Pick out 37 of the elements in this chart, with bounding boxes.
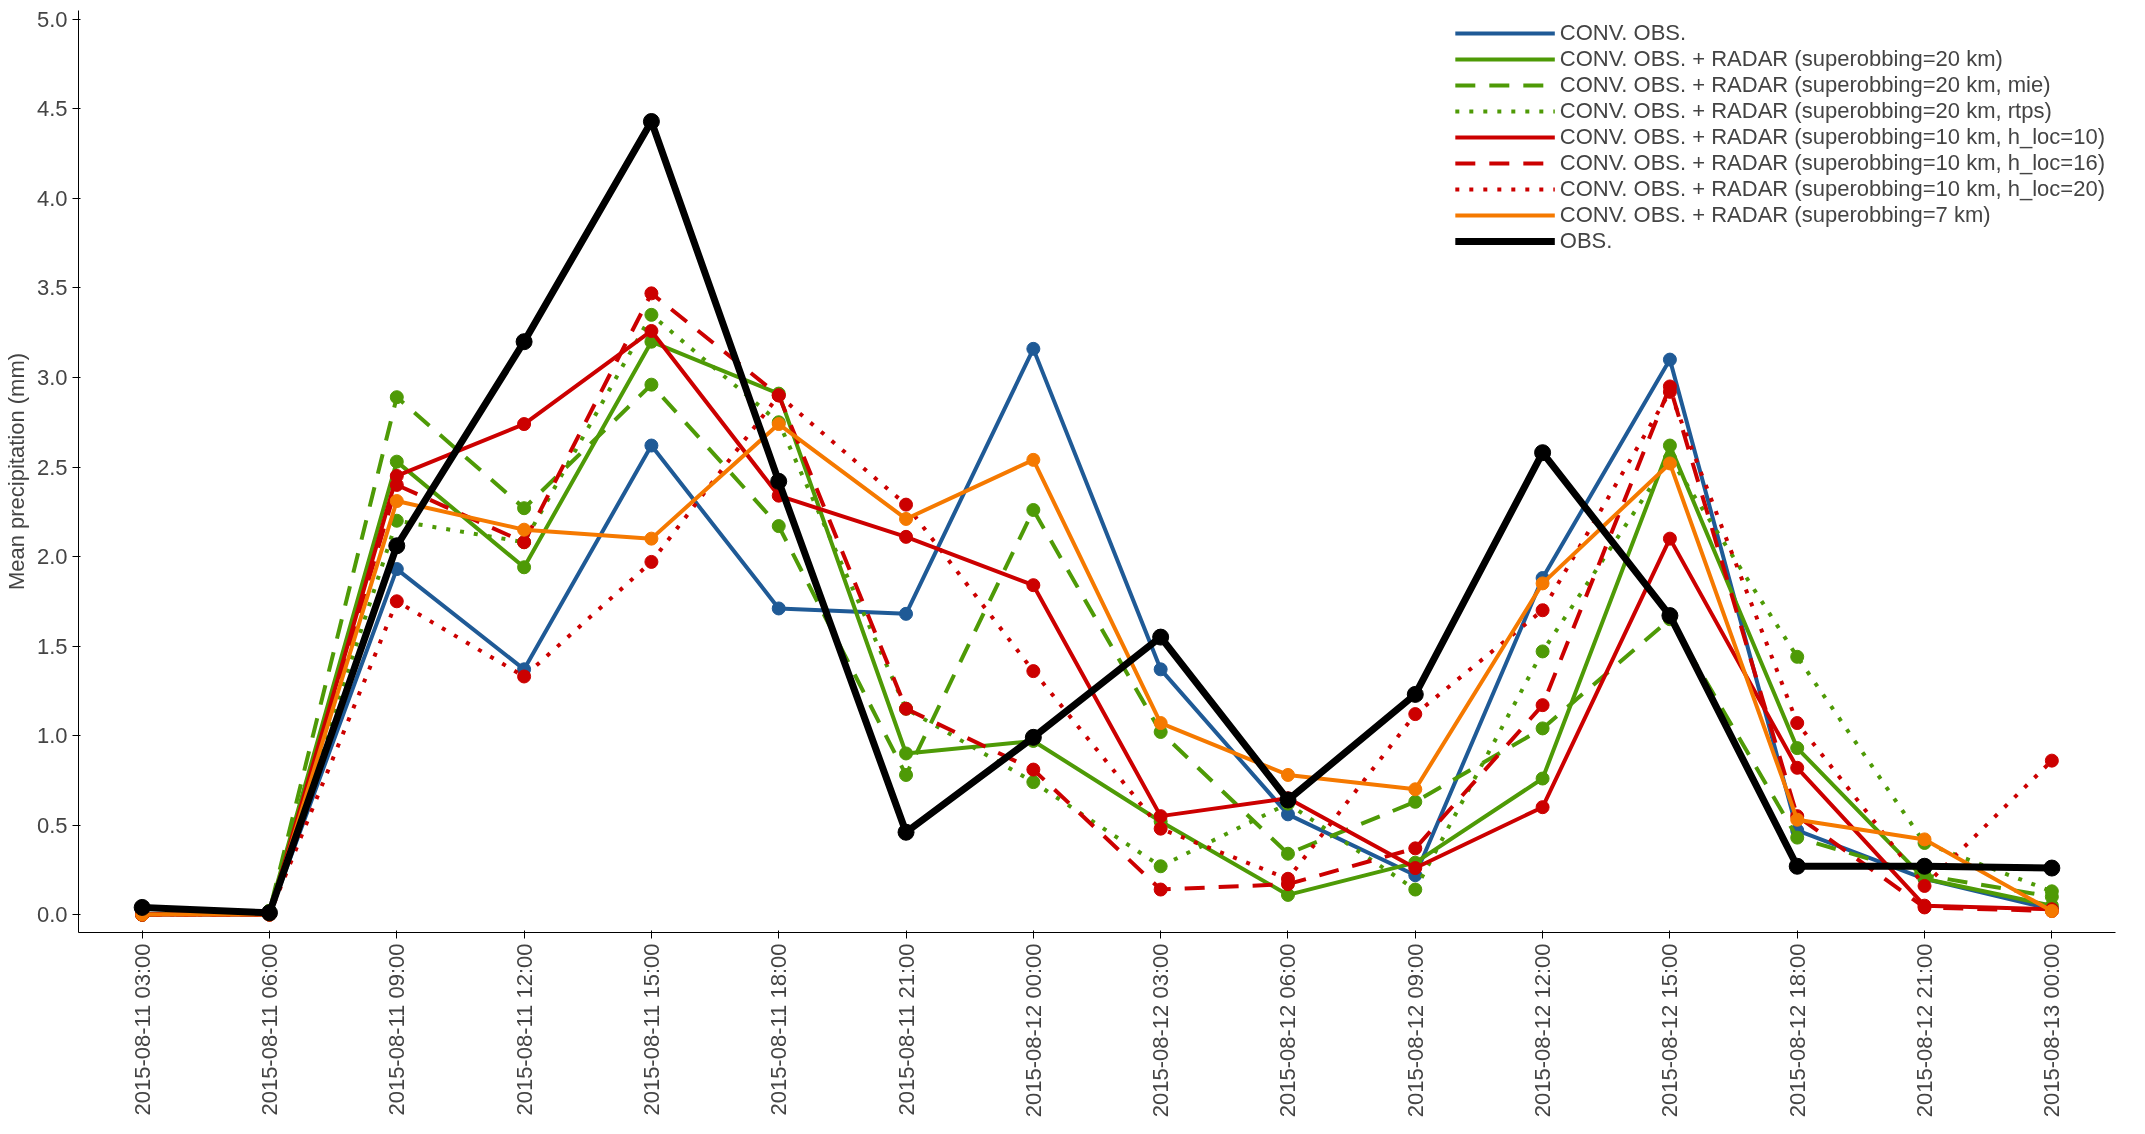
x-tick-label: 2015-08-12 06:00: [1275, 943, 1301, 1118]
y-tick-label: 0.5: [36, 812, 68, 838]
y-tick-label: 0.0: [36, 902, 68, 928]
y-tick-label: 1.5: [36, 633, 68, 659]
y-tick-label: 4.5: [36, 96, 68, 122]
x-tick-label: 2015-08-12 21:00: [1912, 943, 1938, 1118]
legend-label: CONV. OBS. + RADAR (superobbing=20 km, mie): [1559, 72, 2051, 98]
x-tick-label: 2015-08-12 03:00: [1148, 943, 1174, 1118]
legend-label: CONV. OBS. + RADAR (superobbing=20 km, rtps): [1559, 98, 2052, 124]
x-tick-label: 2015-08-12 15:00: [1657, 943, 1683, 1118]
legend-label: CONV. OBS.: [1559, 20, 1687, 46]
x-tick-label: 2015-08-12 12:00: [1530, 943, 1556, 1118]
legend-label: CONV. OBS. + RADAR (superobbing=20 km): [1559, 46, 2003, 72]
legend-label: OBS.: [1559, 228, 1613, 254]
x-tick-label: 2015-08-11 03:00: [129, 943, 155, 1116]
y-tick-label: 2.0: [36, 544, 68, 570]
x-tick-label: 2015-08-12 00:00: [1020, 943, 1046, 1118]
x-tick-label: 2015-08-11 06:00: [256, 943, 282, 1116]
legend-label: CONV. OBS. + RADAR (superobbing=7 km): [1559, 202, 1991, 228]
x-tick-label: 2015-08-12 18:00: [1784, 943, 1810, 1118]
y-tick-label: 3.5: [36, 275, 68, 301]
y-tick-label: 3.0: [36, 365, 68, 391]
x-tick-label: 2015-08-11 18:00: [766, 943, 792, 1116]
legend-label: CONV. OBS. + RADAR (superobbing=10 km, h_loc=10): [1559, 124, 2105, 150]
x-tick-label: 2015-08-12 09:00: [1402, 943, 1428, 1118]
y-tick-label: 2.5: [36, 454, 68, 480]
x-tick-label: 2015-08-11 09:00: [384, 943, 410, 1116]
legend-label: CONV. OBS. + RADAR (superobbing=10 km, h_loc=20): [1559, 176, 2105, 202]
y-tick-label: 1.0: [36, 723, 68, 749]
x-tick-label: 2015-08-11 15:00: [638, 943, 664, 1116]
y-tick-label: 5.0: [36, 6, 68, 32]
x-tick-label: 2015-08-11 21:00: [893, 943, 919, 1116]
x-tick-label: 2015-08-11 12:00: [511, 943, 537, 1116]
x-tick-label: 2015-08-13 00:00: [2039, 943, 2065, 1118]
legend-label: CONV. OBS. + RADAR (superobbing=10 km, h_loc=16): [1559, 150, 2105, 176]
y-tick-label: 4.0: [36, 185, 68, 211]
y-axis-title: Mean precipitation (mm): [3, 352, 29, 591]
